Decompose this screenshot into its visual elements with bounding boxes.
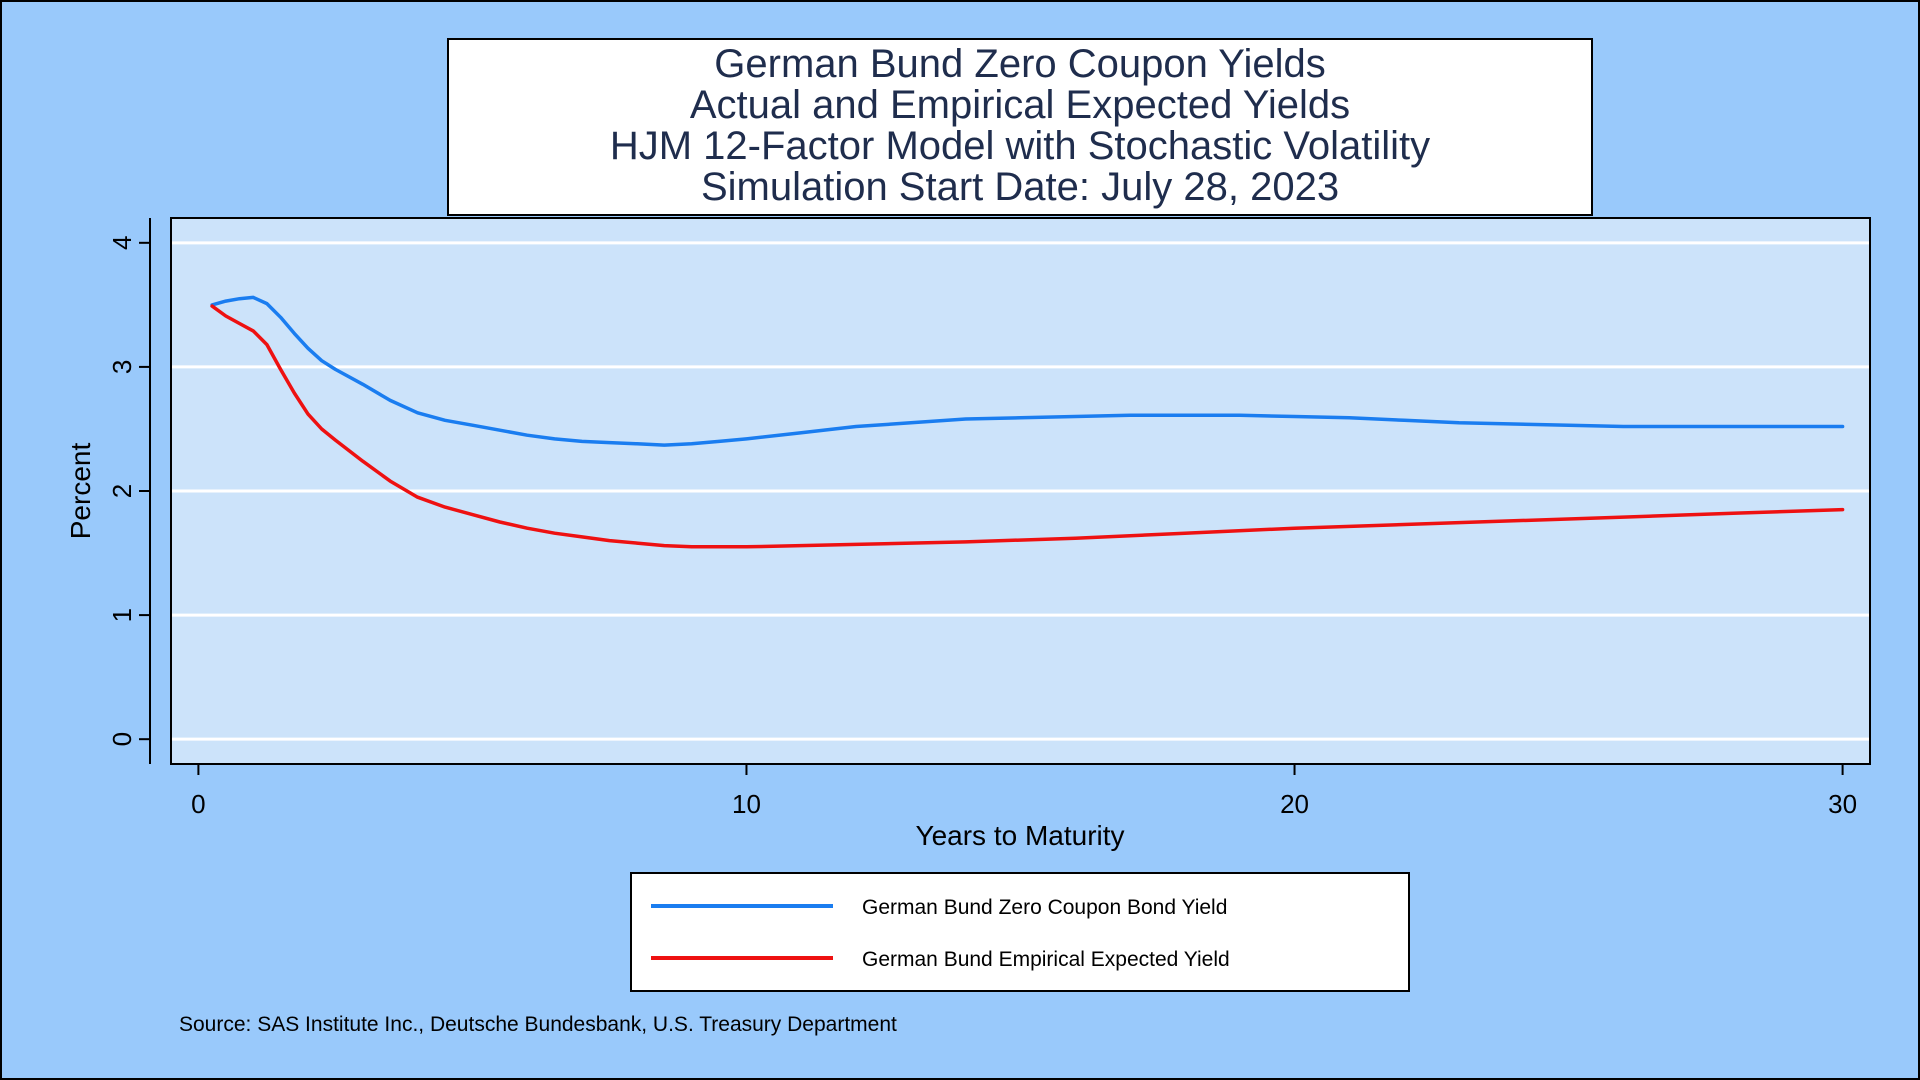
series-line-zero-coupon-yield [210,295,1845,447]
source-note: Source: SAS Institute Inc., Deutsche Bun… [179,1013,897,1036]
y-tick-label-4: 4 [107,236,137,250]
grid-lines [172,241,1869,741]
title-box-frame [447,38,1593,216]
title-line-4: Simulation Start Date: July 28, 2023 [701,165,1339,209]
legend: German Bund Zero Coupon Bond Yield Germa… [630,872,1410,992]
legend-label-zero-coupon-yield: German Bund Zero Coupon Bond Yield [862,896,1227,919]
x-axis-title: Years to Maturity [915,820,1124,851]
legend-label-expected-yield: German Bund Empirical Expected Yield [862,948,1230,971]
y-axis-title: Percent [65,443,96,540]
x-tick-label-20: 20 [1280,789,1309,819]
series-line-expected-yield [210,304,1845,549]
y-tick-label-2: 2 [107,484,137,498]
y-ticks: 0 1 2 3 4 [107,236,150,746]
x-axis: 0 10 20 30 Years to Maturity [171,763,1870,851]
y-axis: 0 1 2 3 4 Percent [65,218,151,764]
x-ticks: 0 10 20 30 [191,764,1857,819]
title-line-3: HJM 12-Factor Model with Stochastic Vola… [610,124,1430,168]
title-line-2: Actual and Empirical Expected Yields [690,83,1350,127]
x-tick-label-30: 30 [1828,789,1857,819]
legend-frame [630,872,1410,992]
title-line-1: German Bund Zero Coupon Yields [714,42,1325,86]
x-tick-label-0: 0 [191,789,205,819]
y-tick-label-1: 1 [107,608,137,622]
series-lines [210,295,1845,549]
x-tick-label-10: 10 [732,789,761,819]
y-tick-label-3: 3 [107,360,137,374]
title-box: German Bund Zero Coupon Yields Actual an… [447,38,1593,216]
y-tick-label-0: 0 [107,732,137,746]
